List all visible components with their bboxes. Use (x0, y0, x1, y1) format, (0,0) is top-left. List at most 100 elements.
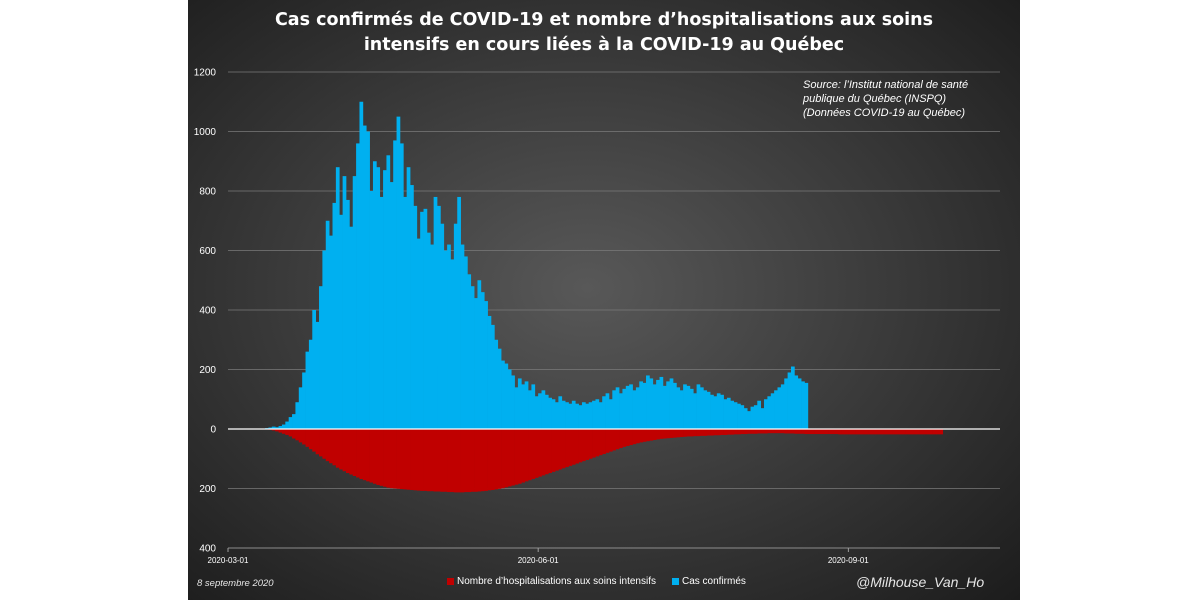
icu-bar-day-128 (659, 429, 664, 439)
cases-bar-day-159 (764, 399, 768, 429)
icu-bar-day-57 (420, 429, 424, 491)
y-tick-label: 1200 (194, 68, 217, 79)
icu-bar-day-120 (632, 429, 637, 445)
cases-bar-day-137 (689, 388, 694, 429)
cases-bar-day-37 (352, 176, 357, 429)
icu-bar-day-172 (807, 429, 812, 435)
cases-bar-day-130 (666, 381, 670, 429)
cases-bar-day-29 (325, 220, 330, 429)
icu-bar-day-110 (598, 429, 603, 456)
cases-bar-day-132 (672, 382, 677, 429)
icu-bar-day-187 (858, 429, 863, 435)
icu-bar-day-198 (895, 429, 900, 435)
icu-bar-day-37 (352, 429, 357, 477)
icu-bar-day-93 (541, 429, 546, 476)
icu-bar-day-87 (521, 429, 526, 483)
icu-bar-day-86 (517, 429, 522, 484)
icu-bar-day-59 (426, 429, 431, 492)
y-tick-label: 200 (199, 365, 216, 376)
cases-bar-day-34 (342, 176, 347, 429)
icu-bar-day-16 (281, 429, 286, 434)
cases-bar-day-164 (780, 384, 785, 429)
icu-bar-day-66 (450, 429, 455, 493)
chart-title-line-2: intensifs en cours liées à la COVID-19 a… (363, 35, 845, 55)
cases-bar-day-76 (484, 301, 488, 429)
icu-bar-day-147 (723, 429, 728, 435)
icu-bar-day-131 (669, 429, 674, 438)
icu-bar-day-77 (487, 429, 492, 491)
icu-bar-day-61 (433, 429, 438, 492)
cases-bar-day-71 (467, 274, 472, 429)
icu-bar-day-84 (511, 429, 515, 486)
author-credit: @Milhouse_Van_Ho (856, 574, 985, 590)
icu-bar-day-25 (312, 429, 317, 452)
icu-series (268, 429, 944, 493)
icu-bar-day-210 (935, 429, 940, 435)
icu-bar-day-58 (423, 429, 428, 491)
cases-bar-day-77 (487, 315, 492, 429)
icu-bar-day-185 (851, 429, 856, 435)
icu-bar-day-154 (747, 429, 751, 434)
icu-bar-day-36 (349, 429, 354, 475)
publication-date: 8 septembre 2020 (197, 578, 274, 589)
cases-bar-day-145 (716, 393, 721, 429)
icu-bar-day-89 (528, 429, 532, 481)
x-axis-ticks: 2020-03-01 2020-06-01 2020-09-01 (208, 547, 1000, 565)
icu-bar-day-33 (339, 429, 343, 470)
cases-bar-day-82 (504, 363, 509, 429)
cases-bar-day-157 (757, 400, 761, 429)
x-tick-label: 2020-06-01 (518, 556, 559, 565)
icu-bar-day-79 (494, 429, 499, 490)
cases-bar-day-18 (288, 417, 293, 429)
cases-bar-day-80 (497, 348, 502, 429)
cases-bar-day-114 (612, 390, 617, 429)
icu-bar-day-133 (676, 429, 681, 438)
cases-bar-day-101 (568, 403, 573, 429)
icu-bar-day-123 (642, 429, 647, 442)
legend-swatch-cases (672, 578, 679, 585)
icu-bar-day-41 (366, 429, 370, 482)
icu-bar-day-139 (696, 429, 701, 437)
cases-bar-day-134 (679, 390, 684, 429)
icu-bar-day-180 (834, 429, 839, 435)
cases-bar-day-146 (720, 394, 724, 429)
cases-bar-day-123 (642, 382, 647, 429)
icu-bar-day-45 (379, 429, 384, 486)
icu-bar-day-14 (275, 429, 279, 432)
icu-bar-day-74 (477, 429, 482, 492)
icu-bar-day-174 (814, 429, 819, 435)
icu-bar-day-184 (848, 429, 853, 435)
icu-bar-day-72 (470, 429, 475, 492)
icu-bar-day-193 (878, 429, 883, 435)
cases-bar-day-60 (430, 244, 434, 429)
icu-bar-day-104 (578, 429, 583, 463)
icu-bar-day-106 (585, 429, 590, 460)
cases-bar-day-104 (578, 405, 583, 429)
cases-bar-day-55 (413, 205, 418, 429)
icu-bar-day-76 (484, 429, 488, 491)
icu-bar-day-30 (329, 429, 333, 464)
cases-bar-day-87 (521, 384, 526, 429)
source-note: Source: l’Institut national de santé pub… (803, 78, 1003, 120)
icu-bar-day-199 (898, 429, 903, 435)
icu-bar-day-26 (315, 429, 320, 455)
cases-bar-day-67 (453, 223, 458, 429)
legend-label-cases: Cas confirmés (682, 576, 746, 587)
icu-bar-day-22 (302, 429, 306, 445)
icu-bar-day-137 (689, 429, 694, 437)
chart-title-line-1: Cas confirmés de COVID-19 et nombre d’ho… (274, 10, 934, 30)
icu-bar-day-82 (504, 429, 509, 488)
icu-bar-day-50 (396, 429, 401, 489)
icu-bar-day-165 (784, 429, 788, 434)
cases-bar-day-43 (372, 161, 377, 429)
icu-bar-day-48 (389, 429, 394, 489)
icu-bar-day-189 (865, 429, 869, 435)
icu-bar-day-136 (686, 429, 691, 437)
cases-bar-day-170 (801, 381, 805, 429)
cases-bar-day-152 (740, 405, 745, 429)
icu-bar-day-209 (932, 429, 937, 435)
cases-bar-day-57 (420, 211, 424, 429)
cases-bar-day-154 (747, 411, 751, 429)
icu-bar-day-88 (524, 429, 529, 482)
